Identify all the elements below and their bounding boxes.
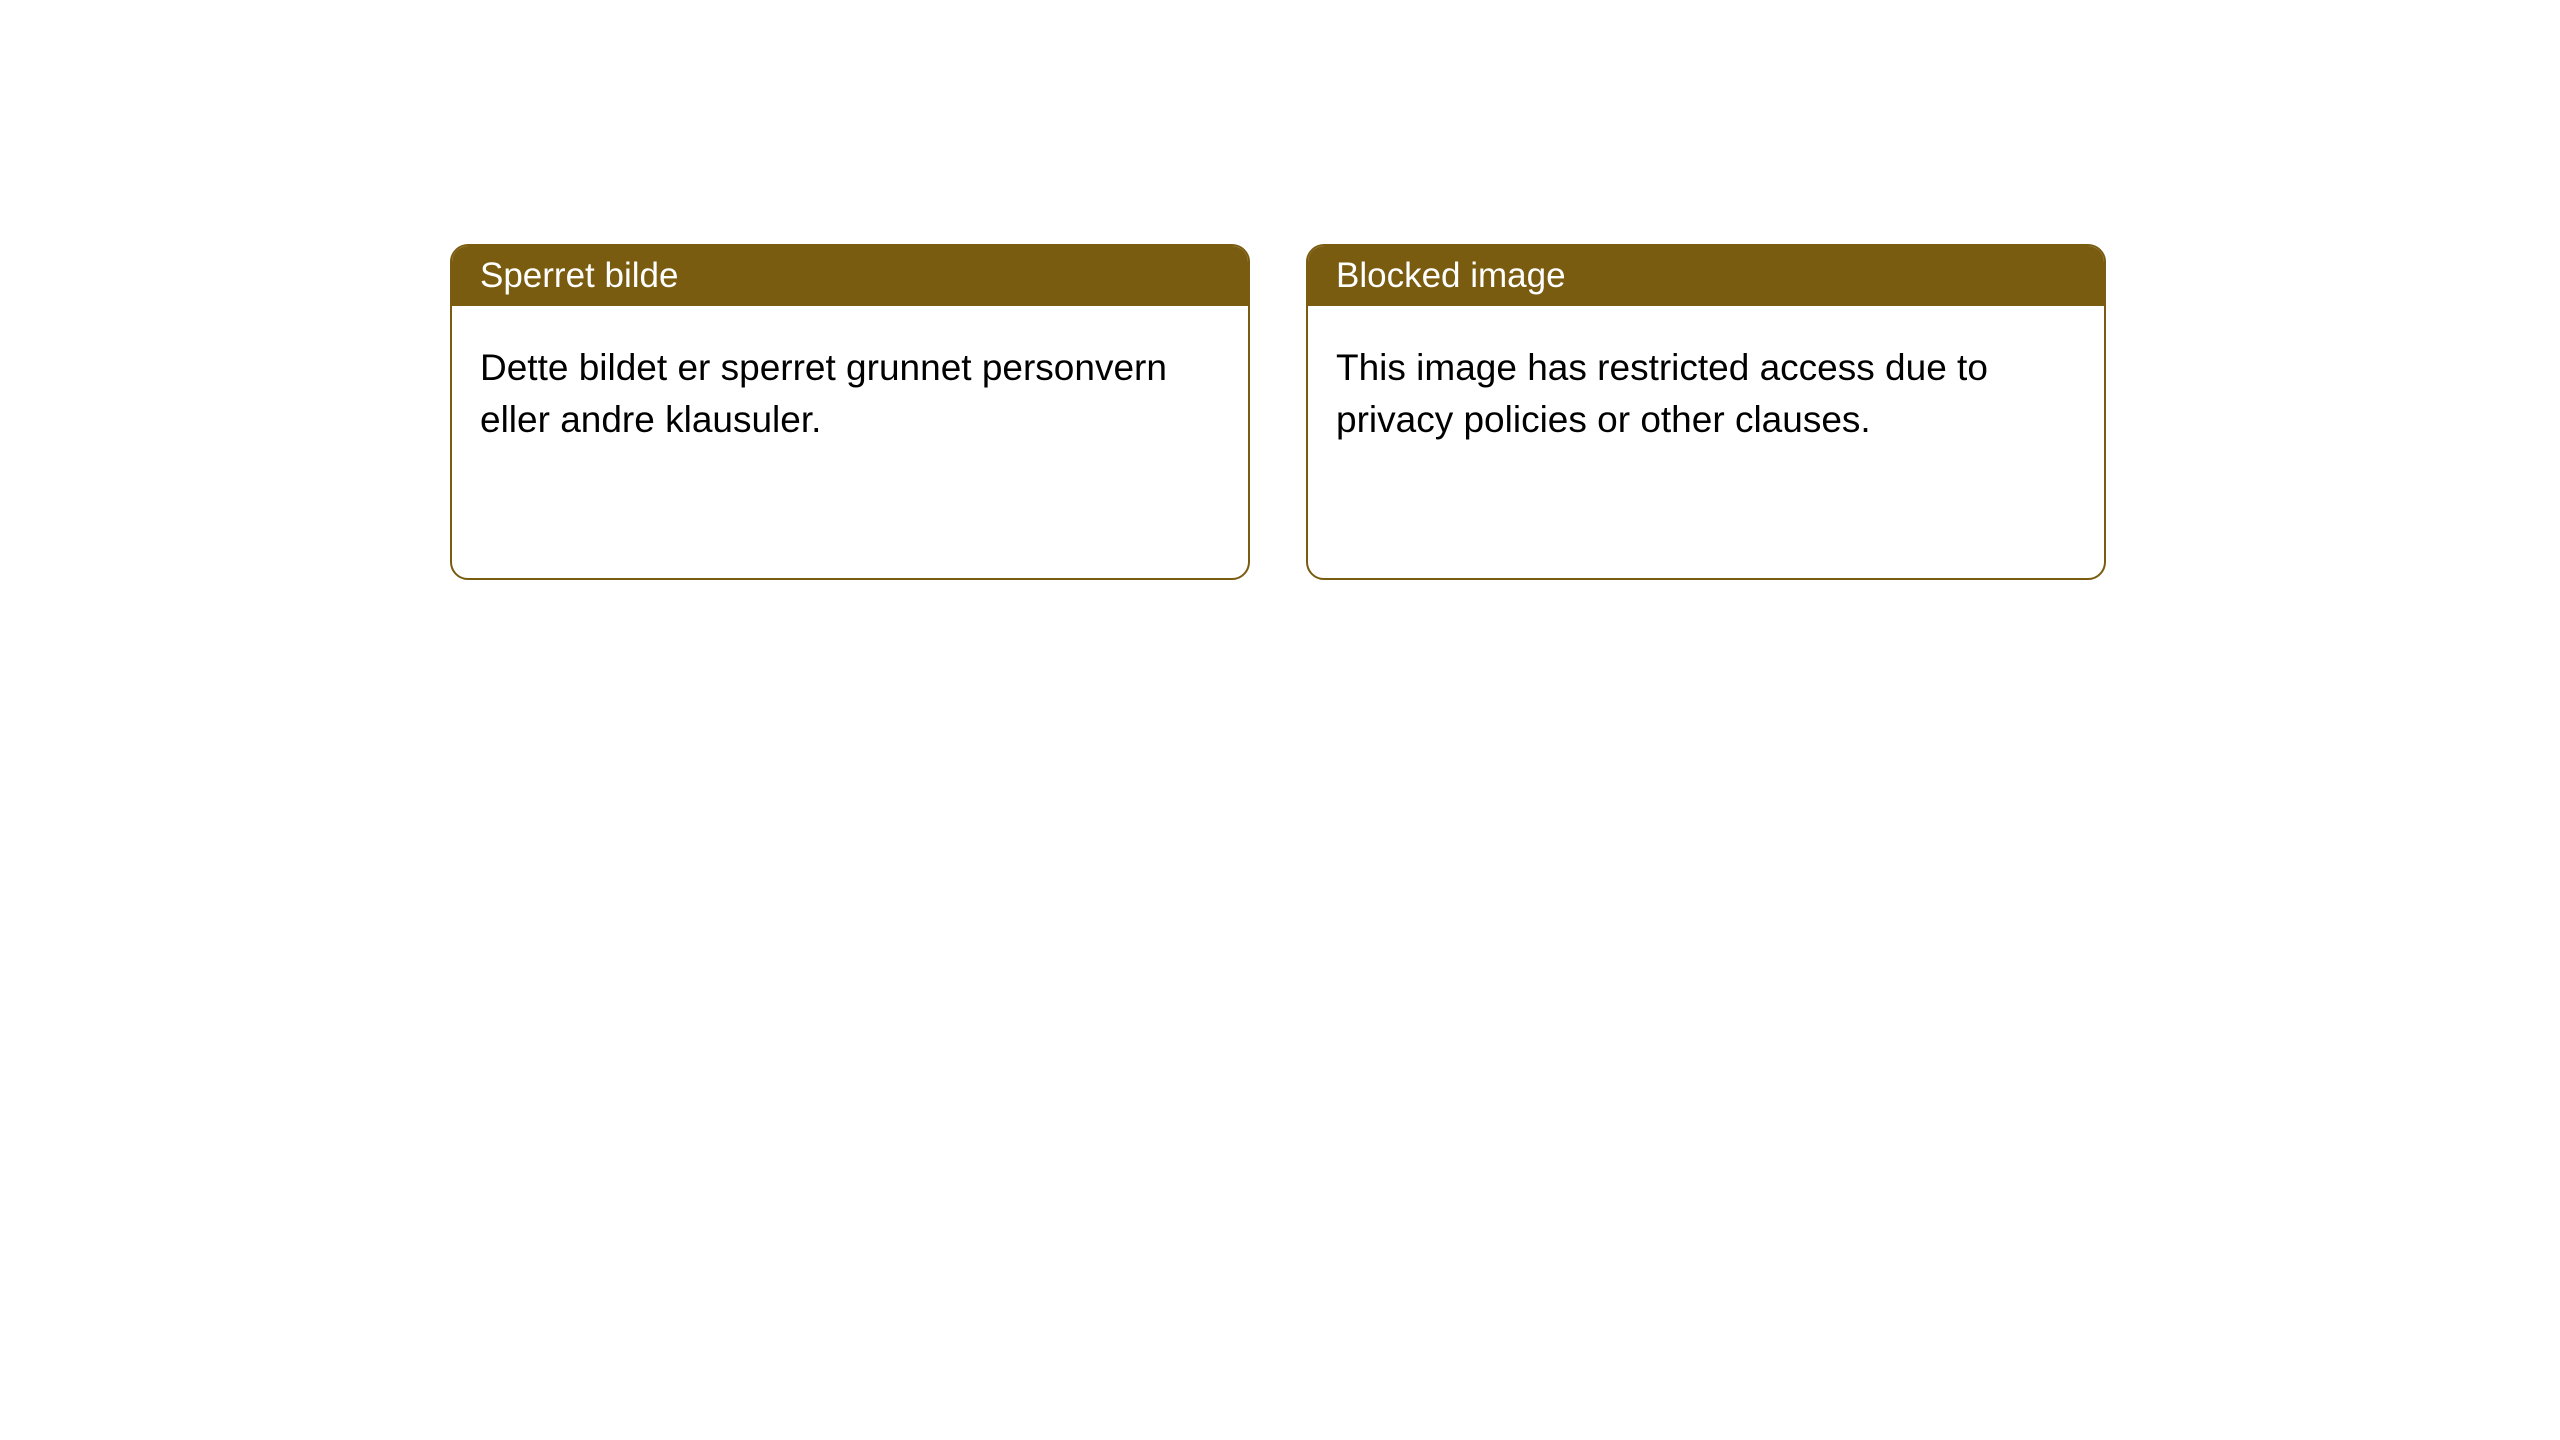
blocked-image-card-english: Blocked image This image has restricted … — [1306, 244, 2106, 580]
card-body: Dette bildet er sperret grunnet personve… — [452, 306, 1248, 482]
card-body-text: This image has restricted access due to … — [1336, 347, 1988, 440]
blocked-image-card-norwegian: Sperret bilde Dette bildet er sperret gr… — [450, 244, 1250, 580]
card-body: This image has restricted access due to … — [1308, 306, 2104, 482]
notice-container: Sperret bilde Dette bildet er sperret gr… — [0, 0, 2560, 580]
card-body-text: Dette bildet er sperret grunnet personve… — [480, 347, 1167, 440]
card-header: Blocked image — [1308, 246, 2104, 306]
card-header: Sperret bilde — [452, 246, 1248, 306]
card-title: Sperret bilde — [480, 256, 678, 295]
card-title: Blocked image — [1336, 256, 1566, 295]
